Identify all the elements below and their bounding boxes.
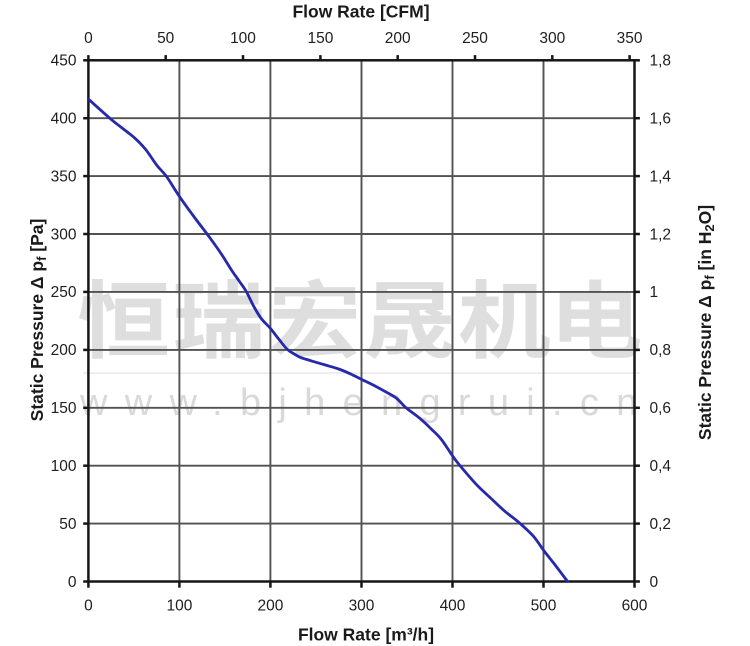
svg-text:0,8: 0,8 — [650, 342, 672, 359]
svg-text:Static Pressure Δ pf [Pa]: Static Pressure Δ pf [Pa] — [27, 219, 49, 422]
svg-text:1,6: 1,6 — [650, 111, 672, 128]
svg-text:400: 400 — [440, 598, 466, 615]
svg-text:50: 50 — [59, 516, 77, 533]
svg-text:300: 300 — [349, 598, 375, 615]
svg-text:500: 500 — [531, 598, 557, 615]
svg-text:100: 100 — [166, 598, 192, 615]
svg-text:Static Pressure Δ pf [in H2O]: Static Pressure Δ pf [in H2O] — [695, 205, 717, 440]
svg-text:0: 0 — [68, 574, 77, 591]
svg-text:300: 300 — [539, 30, 565, 47]
svg-text:450: 450 — [51, 53, 77, 70]
svg-text:350: 350 — [51, 168, 77, 185]
svg-text:100: 100 — [51, 458, 77, 475]
svg-text:Flow Rate [m³/h]: Flow Rate [m³/h] — [298, 625, 434, 645]
svg-text:0: 0 — [84, 30, 93, 47]
svg-text:50: 50 — [157, 30, 175, 47]
svg-text:200: 200 — [385, 30, 411, 47]
svg-text:0,4: 0,4 — [650, 458, 672, 475]
svg-text:1,4: 1,4 — [650, 168, 672, 185]
svg-text:350: 350 — [617, 30, 643, 47]
svg-text:www.bjhengrui.cn: www.bjhengrui.cn — [79, 382, 655, 424]
svg-text:0: 0 — [84, 598, 93, 615]
svg-text:Flow Rate [CFM]: Flow Rate [CFM] — [292, 2, 429, 22]
svg-text:200: 200 — [257, 598, 283, 615]
svg-text:400: 400 — [51, 111, 77, 128]
svg-text:1: 1 — [650, 284, 659, 301]
svg-text:250: 250 — [51, 284, 77, 301]
svg-text:150: 150 — [51, 400, 77, 417]
svg-text:100: 100 — [230, 30, 256, 47]
svg-text:0,2: 0,2 — [650, 516, 672, 533]
svg-text:0,6: 0,6 — [650, 400, 672, 417]
svg-text:0: 0 — [650, 574, 659, 591]
svg-text:1,8: 1,8 — [650, 53, 672, 70]
svg-text:300: 300 — [51, 226, 77, 243]
svg-text:200: 200 — [51, 342, 77, 359]
svg-text:150: 150 — [307, 30, 333, 47]
svg-text:1,2: 1,2 — [650, 226, 672, 243]
svg-text:250: 250 — [462, 30, 488, 47]
svg-text:600: 600 — [622, 598, 648, 615]
